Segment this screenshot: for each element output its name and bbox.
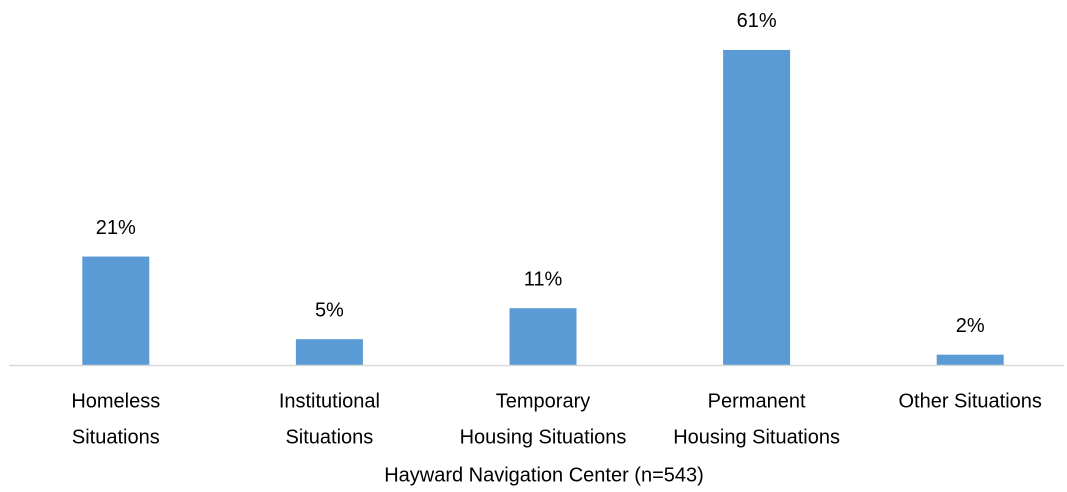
data-label: 5% [315,299,344,321]
data-label: 2% [956,315,985,337]
x-tick-label: Situations [285,426,373,448]
x-tick-label: Housing Situations [673,426,840,448]
data-label: 61% [737,10,777,32]
bar [936,354,1004,365]
x-tick-label: Homeless [71,390,160,412]
x-tick-label: Housing Situations [460,426,627,448]
bar [509,308,577,365]
bar [723,49,791,365]
bar [82,256,150,365]
x-axis-title: Hayward Navigation Center (n=543) [384,464,704,486]
x-tick-label: Other Situations [898,390,1041,412]
bar [295,339,363,365]
data-label: 11% [524,268,563,290]
x-tick-label: Temporary [496,390,590,412]
x-tick-label: Situations [72,426,160,448]
x-tick-label: Institutional [279,390,380,412]
data-label: 21% [96,217,136,239]
x-tick-label: Permanent [708,390,806,412]
